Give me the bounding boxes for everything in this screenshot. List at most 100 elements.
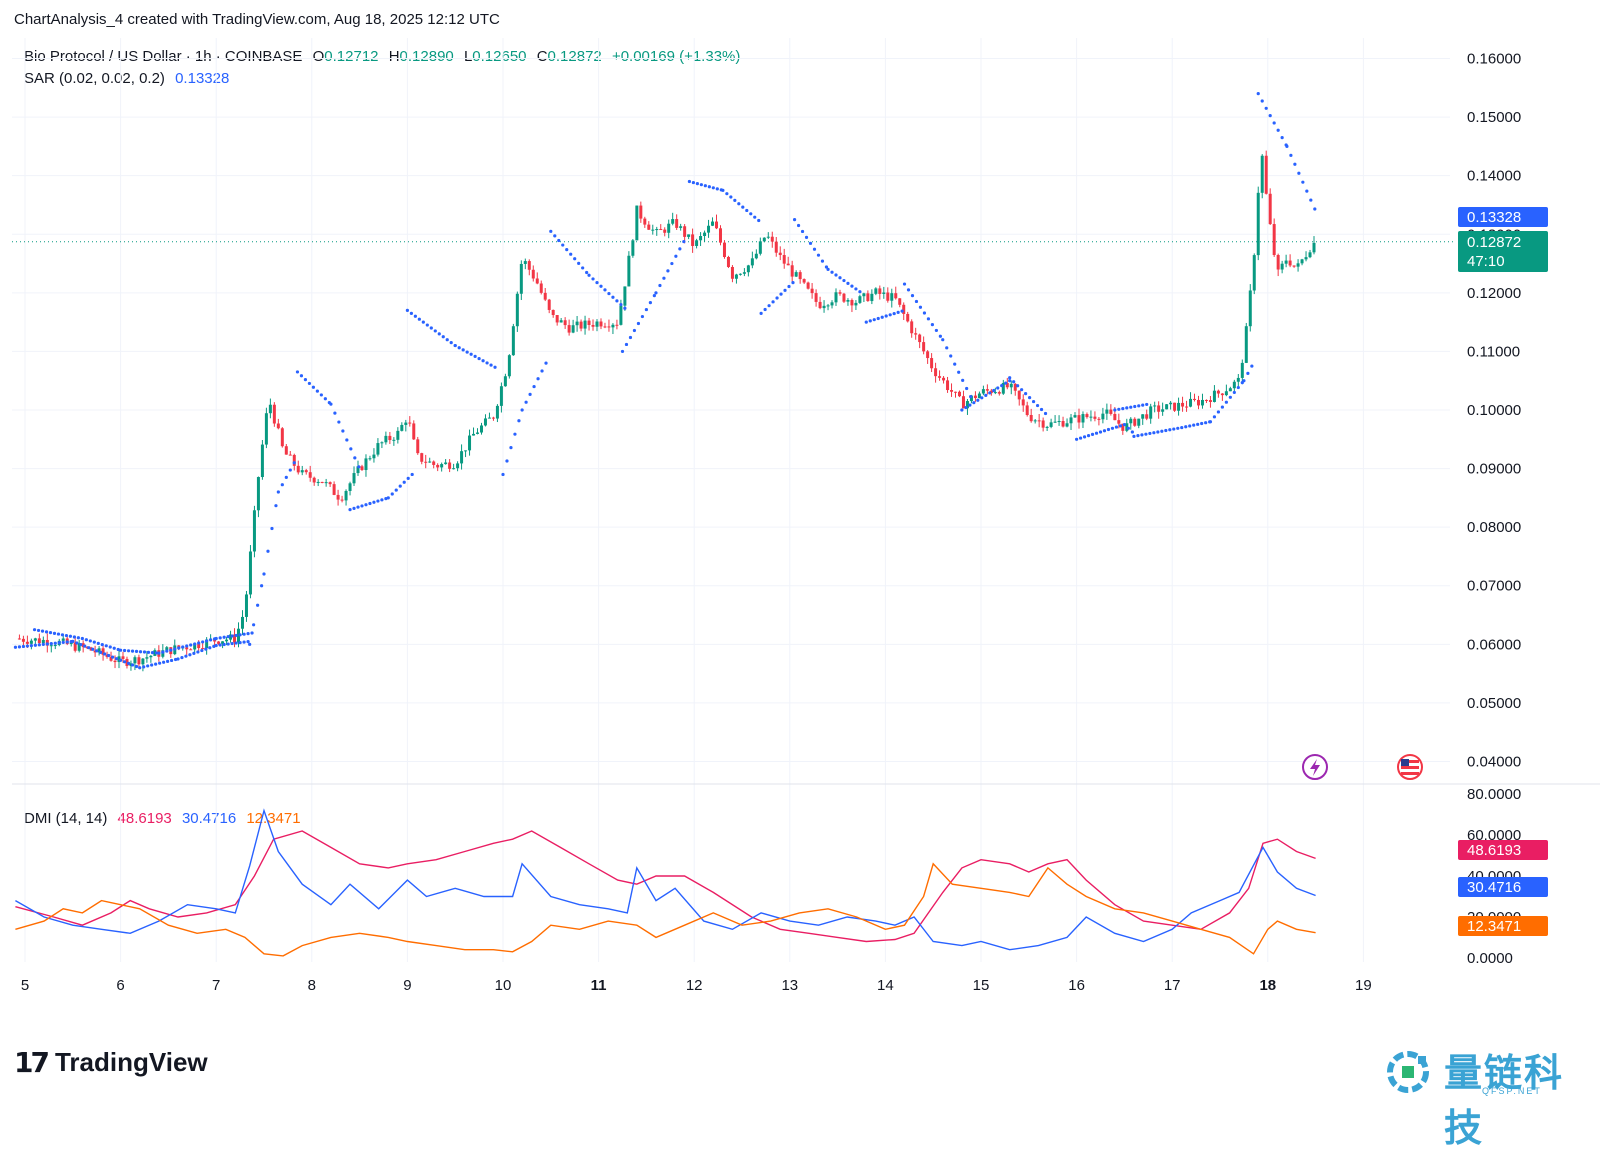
candle-body [101,648,105,655]
candle-body [121,656,125,659]
lightning-icon[interactable] [1302,754,1328,780]
sar-dot [481,359,485,363]
symbol-label[interactable]: Bio Protocol / US Dollar · 1h · COINBASE [24,48,303,65]
candle-body [627,255,631,287]
sar-dot [658,283,662,288]
sar-dot [1246,371,1250,375]
sar-dot [1133,404,1137,409]
y-tick-0.09000: 0.09000 [1467,461,1521,478]
sar-dot [783,288,787,292]
candle-body [778,252,782,256]
sar-dot [1082,435,1087,439]
sar-dot [1220,405,1224,409]
sar-dot [214,643,218,648]
sar-dot [1140,433,1144,437]
sar-dot [906,288,911,292]
candle-body [559,320,563,323]
sar-dot [524,400,528,404]
candle-body [81,643,85,648]
sar-dot [61,640,65,644]
sar-dot [711,186,715,190]
sar-dot [652,294,656,298]
sar-dot [32,628,37,632]
candle-body [483,418,487,426]
y-tick-0.14000: 0.14000 [1467,168,1521,185]
sar-dot [376,499,380,503]
sar-dot [620,349,625,354]
candle-body [914,333,918,335]
candle-body [1089,416,1093,418]
sar-dot [591,277,595,281]
sar-dot [699,183,703,187]
candle-body [615,324,619,326]
candle-body [360,466,364,471]
candle-body [822,305,826,309]
candle-body [591,324,595,327]
candle-body [476,432,480,434]
candle-body [770,236,774,242]
candle-body [440,464,444,468]
candle-body [233,634,237,643]
candle-body [842,293,846,302]
x-tick-5: 5 [21,977,29,994]
candle-body [810,288,814,294]
dmi-legend[interactable]: DMI (14, 14) 48.6193 30.4716 12.3471 [24,810,301,827]
candle-body [217,641,221,644]
sar-dot [757,218,761,223]
candle-body [507,355,511,377]
candle-body [396,430,400,440]
tradingview-logo[interactable]: 17 TradingView [14,1046,208,1079]
candle-body [539,283,543,293]
candle-body [531,269,535,279]
candle-body [926,351,930,359]
candle-body [1121,423,1125,431]
sar-dot [68,634,73,638]
candle-body [464,450,468,452]
candle-body [707,225,711,233]
watermark-en: QFSP.NET [1482,1086,1542,1096]
sar-dot [270,526,274,531]
candle-body [1260,155,1264,193]
candle-body [1085,414,1089,418]
candle-body [567,325,571,333]
dmi-tick-0.0000: 0.0000 [1467,950,1513,967]
candle-body [244,594,248,617]
candle-body [1284,260,1288,264]
candle-body [1125,423,1129,431]
sar-dot [1168,428,1172,432]
candle-body [452,468,456,470]
sar-dot [95,649,99,653]
candle-body [1045,426,1049,428]
candle-body [774,241,778,253]
sar-dot [230,634,234,638]
candle-body [563,320,567,326]
sar-dot [640,314,645,319]
sar-dot [910,294,915,298]
sar-dot [1212,415,1217,419]
candle-body [1280,263,1284,270]
sar-badge: 0.13328 [1467,209,1521,226]
sar-dot [670,261,674,266]
candle-body [205,639,209,649]
candle-body [985,389,989,391]
sar-dot [33,643,37,647]
candle-body [1165,404,1169,410]
sar-dot [737,202,741,206]
minusdi-badge: 12.3471 [1467,918,1521,935]
sar-dot [75,641,79,645]
us-flag-icon[interactable] [1397,754,1423,780]
sar-dot [242,640,246,644]
sar-dot [49,641,53,646]
candle-body [535,278,539,284]
sar-dot [969,395,973,399]
sar-dot [528,392,532,396]
chart-canvas[interactable]: 5 6 7 8 9 10 11 12 13 14 15 16 17 18 190.040000.050000… [0,0,1600,1102]
y-tick-0.04000: 0.04000 [1467,753,1521,770]
sar-dot [941,338,945,342]
candle-body [1141,414,1145,419]
candle-body [1193,398,1197,400]
sar-dot [469,352,473,356]
candle-body [894,293,898,299]
sar-dot [99,650,103,654]
candle-body [659,229,663,231]
